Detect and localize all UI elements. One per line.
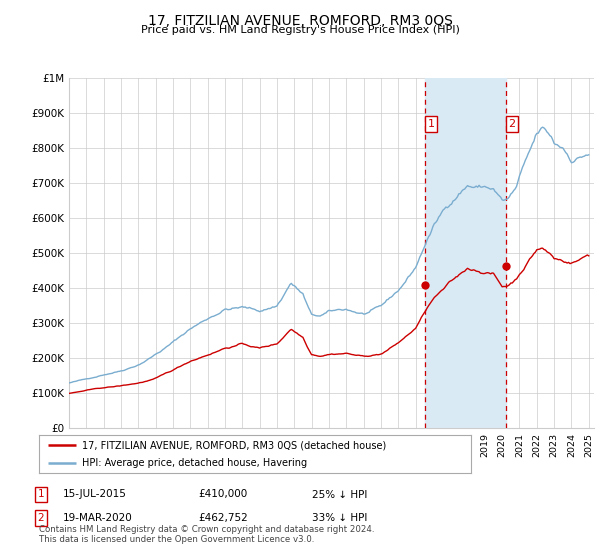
- Text: 2: 2: [37, 513, 44, 523]
- Text: HPI: Average price, detached house, Havering: HPI: Average price, detached house, Have…: [82, 458, 307, 468]
- Text: 15-JUL-2015: 15-JUL-2015: [63, 489, 127, 500]
- Bar: [425, 78, 506, 428]
- Text: 33% ↓ HPI: 33% ↓ HPI: [312, 513, 367, 523]
- Text: 17, FITZILIAN AVENUE, ROMFORD, RM3 0QS: 17, FITZILIAN AVENUE, ROMFORD, RM3 0QS: [148, 14, 452, 28]
- Text: 2: 2: [508, 119, 515, 129]
- Text: Contains HM Land Registry data © Crown copyright and database right 2024.
This d: Contains HM Land Registry data © Crown c…: [39, 525, 374, 544]
- Text: 25% ↓ HPI: 25% ↓ HPI: [312, 489, 367, 500]
- Text: £462,752: £462,752: [198, 513, 248, 523]
- Text: 17, FITZILIAN AVENUE, ROMFORD, RM3 0QS (detached house): 17, FITZILIAN AVENUE, ROMFORD, RM3 0QS (…: [82, 440, 386, 450]
- Text: 19-MAR-2020: 19-MAR-2020: [63, 513, 133, 523]
- Text: 1: 1: [427, 119, 434, 129]
- Text: £410,000: £410,000: [198, 489, 247, 500]
- Text: Price paid vs. HM Land Registry's House Price Index (HPI): Price paid vs. HM Land Registry's House …: [140, 25, 460, 35]
- Text: 1: 1: [37, 489, 44, 500]
